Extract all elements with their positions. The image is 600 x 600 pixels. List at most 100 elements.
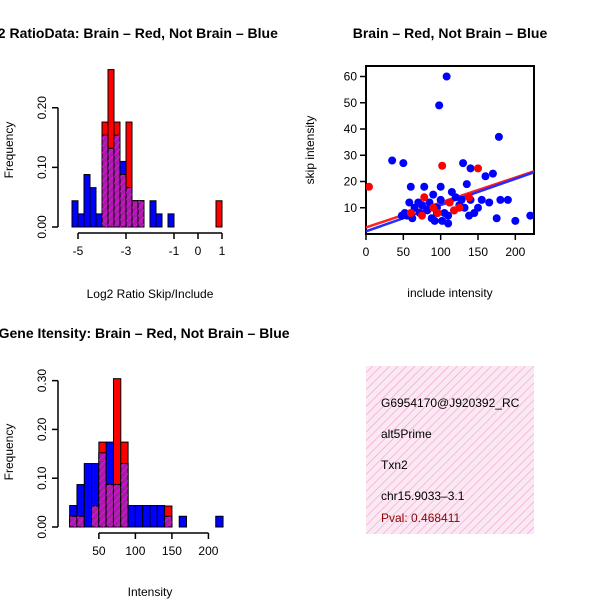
info-gene-name: Txn2	[381, 458, 408, 472]
scatter-point-blue	[406, 182, 415, 191]
hist-bar-overlap-hatch	[132, 200, 138, 227]
scatter-point-blue	[442, 72, 451, 81]
scatter-point-blue	[429, 190, 438, 199]
ratio-histogram-y-axis: 0.00 0.10 0.20	[35, 96, 59, 239]
x-tick-label: -1	[169, 244, 180, 258]
info-panel-background	[366, 366, 534, 534]
scatter-point-blue	[457, 195, 466, 204]
scatter-point-blue	[492, 214, 501, 223]
info-pvalue: Pval: 0.468411	[381, 511, 460, 525]
hist-bar-blue	[142, 505, 151, 528]
hist-bar-overlap-hatch	[102, 135, 108, 227]
hist-bar-overlap-hatch	[164, 516, 172, 527]
hist-bar-overlap-hatch	[138, 200, 144, 227]
hist-bar-blue	[156, 505, 166, 528]
ratio-histogram-x-axis: -5 -3 -1 0 1	[73, 232, 226, 258]
hist-bar-overlap-hatch	[106, 484, 114, 527]
hist-bar-blue	[215, 515, 224, 528]
hist-bar-overlap-hatch	[126, 187, 132, 227]
hist-bar-blue	[149, 200, 157, 228]
scatter-point-blue	[436, 195, 445, 204]
scatter-point-red	[445, 198, 454, 207]
x-tick-label: 0	[195, 244, 202, 258]
scatter-point-blue	[466, 164, 475, 173]
scatter-point-blue	[474, 203, 482, 212]
intensity-histogram-ylabel: Frequency	[2, 424, 16, 481]
hist-bar-blue	[83, 463, 93, 528]
y-tick-label: 60	[344, 70, 358, 84]
x-tick-label: 0	[363, 245, 370, 259]
ratio-histogram-bars	[71, 69, 223, 228]
y-tick-label: 30	[344, 148, 358, 162]
scatter-point-blue	[405, 198, 414, 207]
info-panel: G6954170@J920392_RC alt5Prime Txn2 chr15…	[366, 366, 534, 534]
hist-bar-red	[215, 200, 223, 228]
hist-bar-overlap-hatch	[114, 135, 120, 227]
hist-bar-overlap-hatch	[69, 516, 77, 527]
ratio-histogram-xlabel: Log2 Ratio Skip/Include	[87, 287, 214, 301]
scatter-point-blue	[397, 211, 406, 220]
scatter-point-red	[406, 209, 415, 217]
scatter-point-blue	[481, 172, 490, 181]
info-probe-id: G6954170@J920392_RC	[381, 396, 520, 410]
y-tick-label: 0.00	[35, 215, 49, 239]
ratio-histogram-title: Log2 RatioData: Brain – Red, Not Brain –…	[0, 25, 278, 41]
scatter-point-blue	[462, 180, 471, 189]
hist-bar-blue	[77, 213, 85, 228]
scatter-point-red	[420, 193, 429, 202]
hist-bar-blue	[155, 213, 163, 228]
hist-bar-blue	[83, 174, 91, 228]
scatter-point-red	[433, 209, 442, 217]
scatter-y-axis: 10 20 30 40 50 60	[344, 70, 366, 215]
scatter-point-red	[474, 164, 482, 173]
scatter-point-blue	[451, 193, 460, 202]
scatter-point-blue	[420, 182, 429, 191]
scatter-point-blue	[511, 216, 520, 225]
x-tick-label: 150	[162, 544, 182, 558]
hist-bar-overlap-hatch	[98, 452, 107, 527]
hist-bar-overlap-hatch	[120, 463, 129, 527]
x-tick-label: 200	[505, 245, 525, 259]
scatter-point-blue	[503, 195, 512, 204]
scatter-point-blue	[485, 198, 494, 207]
scatter-point-blue	[444, 219, 453, 228]
scatter-point-red	[438, 161, 447, 170]
scatter-point-blue	[488, 169, 497, 178]
scatter-point-blue	[444, 211, 453, 220]
hist-bar-blue	[149, 505, 158, 528]
intensity-histogram-y-axis: 0.00 0.10 0.20 0.30	[35, 369, 59, 539]
scatter-point-blue	[435, 101, 444, 110]
hist-bar-overlap-hatch	[76, 516, 85, 527]
hist-bar-blue	[89, 187, 97, 228]
y-tick-label: 0.10	[35, 155, 49, 179]
scatter-point-blue	[418, 201, 426, 210]
y-tick-label: 0.00	[35, 515, 49, 539]
x-tick-label: 100	[125, 544, 145, 558]
scatter-x-axis: 0 50 100 150 200	[363, 234, 526, 259]
scatter-point-blue	[526, 211, 534, 220]
x-tick-label: -5	[73, 244, 84, 258]
scatter-point-blue	[459, 159, 468, 168]
hist-bar-blue	[167, 213, 175, 228]
y-tick-label: 0.10	[35, 466, 49, 490]
hist-bar-overlap-hatch	[108, 148, 114, 227]
intensity-histogram-x-axis: 50 100 150 200	[92, 532, 219, 558]
x-tick-label: 50	[397, 245, 411, 259]
scatter-point-blue	[430, 216, 439, 225]
scatter-point-blue	[436, 182, 445, 191]
y-tick-label: 40	[344, 122, 358, 136]
scatter-point-red	[429, 203, 438, 212]
intensity-histogram-bars	[69, 378, 224, 528]
scatter-panel: Brain – Red, Not Brain – Blue 0 50 100 150 2…	[303, 25, 547, 300]
info-location: chr15.9033–3.1	[381, 489, 465, 503]
intensity-histogram-title: Exon Gene Itensity: Brain – Red, Not Bra…	[0, 325, 290, 341]
x-tick-label: 50	[92, 544, 106, 558]
x-tick-label: 200	[198, 544, 218, 558]
scatter-point-red	[455, 203, 464, 212]
scatter-point-blue	[438, 216, 447, 225]
scatter-plot-box	[365, 65, 535, 235]
scatter-point-blue	[388, 156, 397, 165]
scatter-ylabel: skip intensity	[303, 116, 317, 185]
y-tick-label: 50	[344, 96, 358, 110]
